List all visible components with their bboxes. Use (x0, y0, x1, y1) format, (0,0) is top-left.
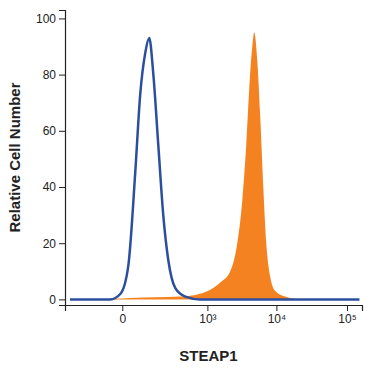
tick: 10⁵ (338, 305, 356, 326)
tick-mark (122, 305, 123, 311)
tick-mark (59, 131, 65, 132)
tick: 100 (36, 12, 65, 26)
tick-mark (59, 187, 65, 188)
tick: 20 (43, 237, 65, 251)
plot: 0 10³ 10⁴ 10⁵ 0 20 40 60 80 100 (36, 11, 363, 326)
y-axis: 0 20 40 60 80 100 (36, 11, 66, 307)
tick: 80 (43, 68, 65, 82)
tick: 0 (119, 305, 126, 326)
tick-label: 40 (43, 180, 57, 194)
axis-line (59, 11, 66, 306)
tick: 10⁴ (268, 305, 287, 326)
axis-line (66, 306, 363, 312)
tick-mark (276, 305, 277, 311)
x-axis: 0 10³ 10⁴ 10⁵ (66, 305, 363, 326)
tick-label: 0 (119, 312, 126, 326)
tick-mark (59, 243, 65, 244)
tick: 40 (43, 180, 65, 194)
tick-label: 0 (49, 293, 56, 307)
histogram-line (70, 38, 359, 299)
tick-label: 60 (43, 124, 57, 138)
tick: 60 (43, 124, 65, 138)
tick-label: 10³ (199, 312, 216, 326)
chart: 0 10³ 10⁴ 10⁵ 0 20 40 60 80 100 STEAP1 Relative Cel… (0, 0, 372, 373)
tick-label: 100 (36, 12, 56, 26)
tick-label: 20 (43, 237, 57, 251)
tick-mark (347, 305, 348, 311)
tick-mark (59, 18, 65, 19)
tick-label: 80 (43, 68, 57, 82)
data (70, 32, 359, 299)
x-axis-title: STEAP1 (179, 347, 237, 364)
tick-mark (59, 299, 65, 300)
tick-label: 10⁴ (268, 312, 287, 326)
tick-label: 10⁵ (338, 312, 356, 326)
tick-mark (59, 75, 65, 76)
y-axis-title: Relative Cell Number (6, 82, 23, 232)
tick-mark (207, 305, 208, 311)
tick: 0 (49, 293, 65, 307)
histogram-area (70, 32, 359, 299)
tick: 10³ (199, 305, 216, 326)
